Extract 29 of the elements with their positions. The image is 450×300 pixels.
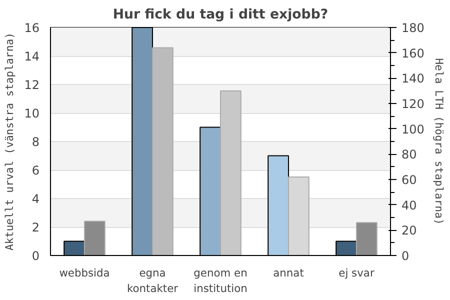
y-tick-label: 6	[32, 164, 40, 178]
y2-tick-label: 120	[402, 97, 424, 111]
x-tick-label: genom en institution	[194, 266, 248, 296]
y2-tick-label: 40	[402, 198, 417, 212]
y2-axis-title: Hela LTH (högra staplarna)	[432, 58, 446, 225]
y2-tick-label: 140	[402, 72, 424, 86]
y-tick-label: 8	[32, 135, 40, 149]
y2-tick-label: 100	[402, 122, 424, 136]
y-tick-label: 10	[24, 106, 40, 120]
y2-tick-label: 180	[402, 21, 424, 35]
y-axis-title: Aktuellt urval (vänstra staplarna)	[3, 32, 16, 251]
y-tick-label: 14	[24, 50, 40, 64]
y2-tick-label: 80	[402, 148, 417, 162]
x-tick-label: annat	[273, 266, 304, 280]
y2-tick-label: 60	[402, 173, 417, 187]
bar	[84, 220, 106, 256]
y-tick-label: 4	[32, 192, 40, 206]
bar	[356, 222, 378, 256]
x-tick-label: webbsida	[59, 266, 110, 280]
x-tick-label: egna kontakter	[126, 266, 179, 296]
y-tick-label: 2	[32, 220, 40, 234]
y2-tick-label: 160	[402, 46, 424, 60]
y2-tick-label: 20	[402, 224, 417, 238]
y2-tick-label: 0	[402, 249, 410, 263]
y-tick-label: 0	[32, 249, 40, 263]
y-tick-label: 16	[24, 21, 40, 35]
x-tick-label: ej svar	[338, 266, 375, 280]
y-tick-label: 12	[24, 78, 40, 92]
chart-title: Hur fick du tag i ditt exjobb?	[112, 8, 328, 22]
